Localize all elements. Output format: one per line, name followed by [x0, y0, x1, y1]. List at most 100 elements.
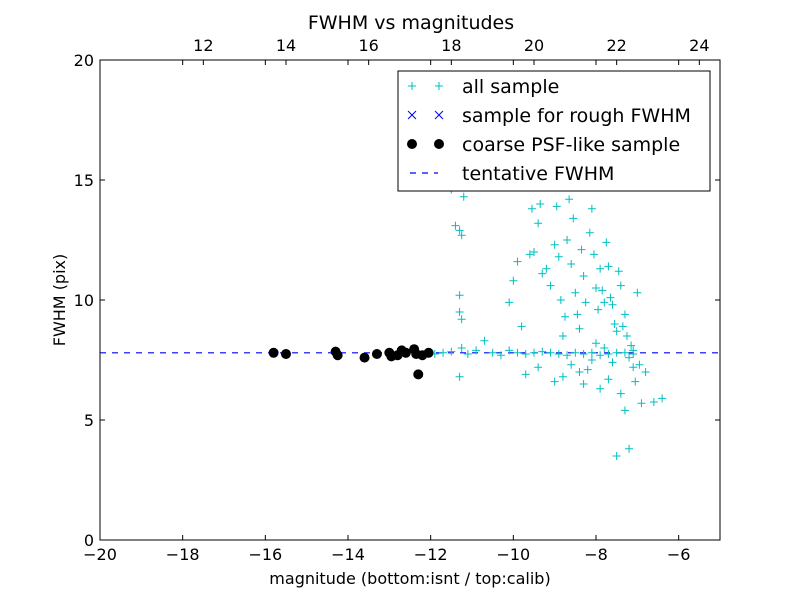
all-sample-point	[538, 269, 547, 278]
all-sample-point	[612, 348, 621, 357]
psf-like-point	[359, 352, 370, 363]
all-sample-point	[614, 267, 623, 276]
all-sample-point	[575, 368, 584, 376]
all-sample-point	[641, 368, 650, 376]
legend-box	[397, 70, 711, 192]
all-sample-point	[616, 389, 625, 398]
all-sample-point	[472, 346, 481, 355]
all-sample-point	[480, 336, 489, 345]
x-tick-label: −10	[496, 545, 530, 564]
all-sample-point	[623, 332, 631, 340]
all-sample-point	[488, 348, 497, 357]
all-sample-point	[592, 339, 600, 348]
x-tick-label: −18	[166, 545, 200, 564]
all-sample-point	[585, 228, 594, 237]
x-tick-label: −12	[414, 545, 448, 564]
all-sample-point	[600, 298, 609, 307]
all-sample-point	[587, 348, 596, 357]
legend-marker	[434, 139, 444, 149]
all-sample-point	[571, 288, 580, 297]
all-sample-point	[649, 398, 658, 406]
all-sample-point	[455, 308, 464, 316]
all-sample-point	[550, 240, 559, 249]
all-sample-point	[577, 245, 586, 254]
psf-like-point	[281, 349, 291, 359]
all-sample-point	[534, 363, 543, 372]
all-sample-point	[505, 346, 514, 355]
all-sample-point	[604, 262, 613, 271]
all-sample-point	[513, 348, 522, 357]
psf-like-point	[423, 347, 434, 358]
all-sample-point	[592, 284, 600, 292]
all-sample-point	[616, 281, 625, 290]
legend: all sample sample for rough FWHM coarse PS…	[397, 70, 711, 192]
y-axis-label: FWHM (pix)	[50, 254, 69, 347]
top-x-tick-label: 18	[441, 36, 461, 55]
all-sample-point	[521, 370, 530, 379]
all-sample-point	[563, 351, 572, 360]
all-sample-point	[552, 202, 561, 211]
all-sample-point	[546, 281, 555, 290]
all-sample-point	[625, 444, 634, 453]
all-sample-point	[575, 324, 584, 333]
all-sample-point	[517, 322, 526, 331]
all-sample-point	[527, 204, 536, 213]
all-sample-point	[620, 406, 629, 415]
all-sample-point	[635, 360, 644, 369]
x-axis-label: magnitude (bottom:isnt / top:calib)	[269, 569, 550, 588]
all-sample-point	[569, 214, 578, 223]
all-sample-point	[608, 300, 617, 309]
all-sample-point	[598, 286, 607, 295]
all-sample-point	[579, 350, 588, 358]
all-sample-point	[558, 372, 567, 381]
top-x-tick-label: 22	[606, 36, 626, 55]
legend-label: tentative FWHM	[462, 163, 614, 185]
all-sample-point	[554, 350, 563, 358]
legend-marker	[435, 82, 443, 90]
all-sample-point	[627, 341, 636, 350]
all-sample-point	[596, 384, 605, 393]
all-sample-point	[658, 394, 667, 403]
all-sample-point	[556, 296, 565, 304]
all-sample-point	[561, 312, 569, 321]
all-sample-point	[625, 353, 634, 362]
all-sample-point	[455, 291, 464, 300]
all-sample-point	[567, 360, 576, 369]
all-sample-point	[525, 250, 534, 259]
all-sample-point	[604, 350, 613, 358]
all-sample-point	[455, 226, 464, 235]
all-sample-point	[538, 347, 547, 356]
all-sample-point	[509, 276, 518, 285]
all-sample-point	[573, 310, 582, 319]
y-axis: 0 5 10 15 20	[74, 51, 720, 550]
y-tick-label: 5	[84, 411, 94, 430]
all-sample-point	[587, 204, 596, 213]
all-sample-point	[620, 310, 629, 319]
all-sample-point	[629, 363, 638, 372]
legend-marker	[434, 110, 444, 120]
y-tick-label: 15	[74, 171, 94, 190]
all-sample-point	[608, 358, 617, 367]
all-sample-point	[571, 348, 580, 357]
all-sample-point	[600, 344, 609, 352]
all-sample-point	[447, 347, 456, 356]
all-sample-point	[633, 288, 642, 297]
all-sample-point	[463, 350, 472, 358]
all-sample-point	[587, 356, 596, 364]
psf-like-point	[371, 349, 382, 359]
all-sample-point	[457, 231, 466, 240]
all-sample-point	[530, 348, 538, 357]
all-sample-point	[579, 380, 588, 388]
all-sample-point	[546, 348, 555, 357]
all-sample-point	[451, 221, 460, 230]
all-sample-point	[581, 298, 590, 307]
bottom-x-axis: −20 −18 −16 −14 −12 −10 −8 −6	[83, 60, 690, 564]
psf-like-point	[413, 369, 424, 380]
data-layer	[100, 185, 720, 460]
top-x-tick-label: 14	[276, 36, 296, 55]
legend-label: coarse PSF-like sample	[462, 134, 680, 156]
all-sample-point	[558, 332, 567, 340]
top-x-axis: 12 14 16 18 20 22 24	[193, 36, 710, 65]
all-sample-point	[455, 372, 464, 381]
x-tick-label: −16	[248, 545, 282, 564]
